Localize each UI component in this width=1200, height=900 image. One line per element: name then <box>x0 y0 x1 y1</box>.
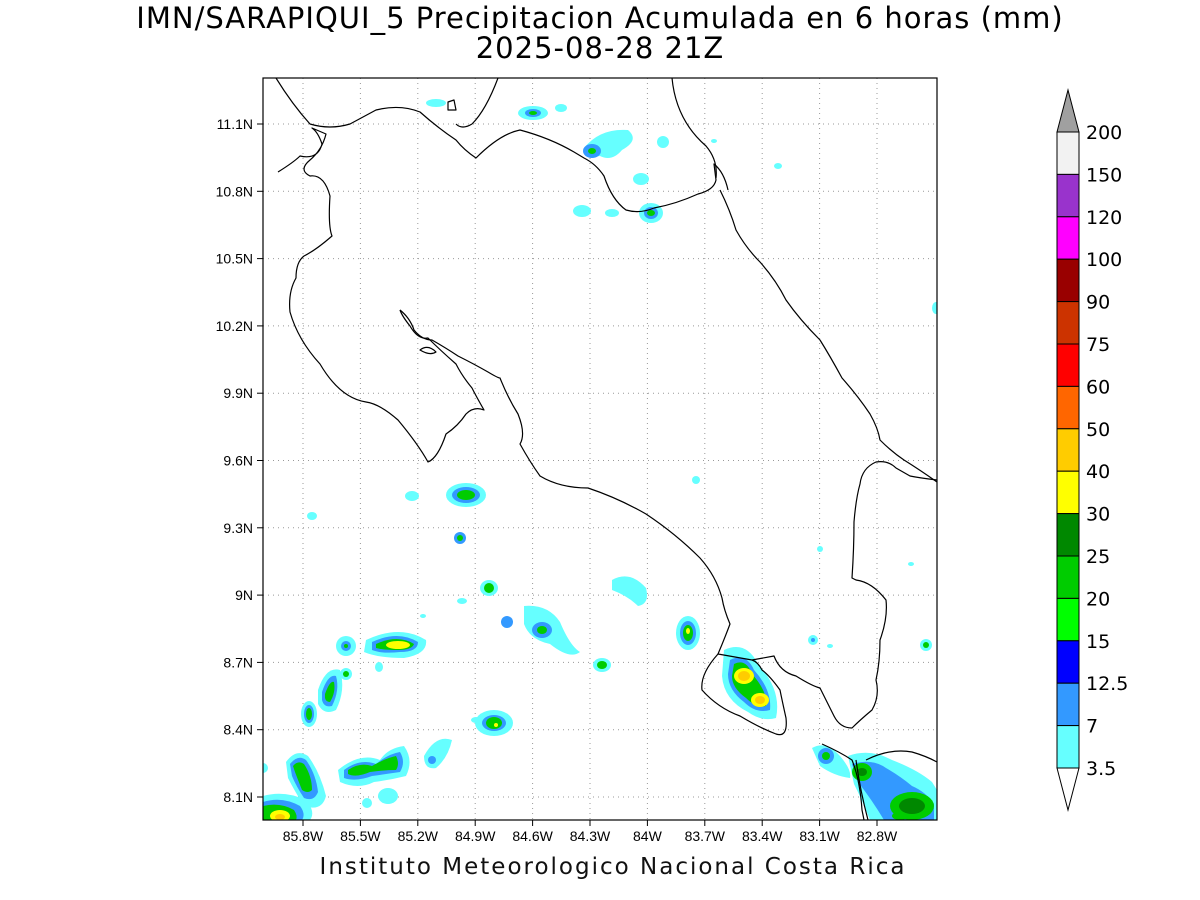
colorbar-swatch <box>1056 385 1080 430</box>
colorbar-label: 40 <box>1086 461 1110 483</box>
colorbar-label: 150 <box>1086 164 1122 186</box>
precip-cell <box>307 476 914 618</box>
lon-tick-label: 85.8W <box>283 828 324 844</box>
lat-tick-label: 11.1N <box>217 116 253 132</box>
precip-cell <box>573 129 937 314</box>
colorbar-swatch <box>1056 513 1080 557</box>
colorbar-swatch <box>1056 343 1080 387</box>
lat-tick-label: 9.6N <box>223 453 253 469</box>
colorbar-label: 30 <box>1086 504 1110 526</box>
colorbar-swatch <box>1056 428 1080 472</box>
lon-tick-label: 83.4W <box>742 828 783 844</box>
colorbar-legend: 200 150 120 100 90 75 60 50 40 30 25 20 15 12.5 7 3.5 <box>1056 88 1128 812</box>
footer-credit: Instituto Meteorologico Nacional Costa R… <box>319 854 907 880</box>
lat-tick-label: 10.2N <box>216 318 253 334</box>
map-subtitle-datetime: 2025-08-28 21Z <box>475 31 725 65</box>
precip-cell <box>501 576 700 672</box>
colorbar-label: 15 <box>1086 631 1110 653</box>
lat-tick-label: 10.8N <box>216 183 253 199</box>
lat-tick-label: 8.7N <box>223 654 253 670</box>
colorbar-label: 60 <box>1086 376 1110 398</box>
lon-tick-label: 83.1W <box>799 828 840 844</box>
colorbar-swatch <box>1056 173 1080 218</box>
colorbar-swatch <box>1056 555 1080 599</box>
lat-tick-label: 8.1N <box>223 789 253 805</box>
colorbar-swatch <box>1056 640 1080 684</box>
colorbar-label: 50 <box>1086 419 1110 441</box>
plot-frame <box>262 77 938 821</box>
colorbar-swatch <box>1056 301 1080 345</box>
lon-tick-label: 83.7W <box>685 828 726 844</box>
lon-tick-label: 84.3W <box>570 828 611 844</box>
map-gridlines <box>263 78 937 820</box>
colorbar-label: 3.5 <box>1086 758 1116 780</box>
lon-tick-label: 84.9W <box>455 828 496 844</box>
map-title: IMN/SARAPIQUI_5 Precipitacion Acumulada … <box>136 1 1064 35</box>
colorbar-swatch <box>1056 682 1080 727</box>
colorbar-swatch <box>1056 725 1080 769</box>
precip-field <box>263 99 937 820</box>
coastline <box>275 78 937 820</box>
precip-cell <box>722 635 932 720</box>
lon-tick-label: 82.8W <box>857 828 898 844</box>
precip-cell <box>301 632 427 727</box>
lon-tick-label: 85.2W <box>398 828 439 844</box>
colorbar-swatch <box>1056 258 1080 303</box>
longitude-axis: 85.8W 85.5W 85.2W 84.9W 84.6W 84.3W 84W 83.7W 83… <box>283 820 898 844</box>
lat-tick-label: 9N <box>235 587 253 603</box>
lat-tick-label: 10.5N <box>216 251 253 267</box>
colorbar-label: 7 <box>1086 716 1098 738</box>
lat-tick-label: 9.3N <box>223 520 253 536</box>
lon-tick-label: 85.5W <box>340 828 381 844</box>
colorbar-label: 100 <box>1086 249 1122 271</box>
colorbar-swatch <box>1056 597 1080 642</box>
colorbar-label: 120 <box>1086 207 1122 229</box>
lat-tick-label: 8.4N <box>223 722 253 738</box>
latitude-axis: 11.1N 10.8N 10.5N 10.2N 9.9N 9.6N 9.3N 9N 8.7N 8.… <box>216 116 263 805</box>
precip-cell <box>426 99 567 120</box>
lon-tick-label: 84.6W <box>512 828 553 844</box>
precip-cell <box>263 710 513 820</box>
colorbar-label: 75 <box>1086 334 1110 356</box>
colorbar-swatch <box>1056 470 1080 515</box>
lon-tick-label: 84W <box>633 828 663 844</box>
colorbar-swatch <box>1056 216 1080 260</box>
colorbar-swatch <box>1056 131 1080 175</box>
colorbar-over-arrow <box>1056 88 1080 133</box>
colorbar-label: 25 <box>1086 546 1110 568</box>
colorbar-label: 200 <box>1086 122 1122 144</box>
colorbar-under-arrow <box>1056 767 1080 812</box>
colorbar-label: 90 <box>1086 292 1110 314</box>
colorbar-label: 12.5 <box>1086 673 1128 695</box>
colorbar-label: 20 <box>1086 588 1110 610</box>
lat-tick-label: 9.9N <box>223 385 253 401</box>
precip-cell <box>812 745 937 820</box>
